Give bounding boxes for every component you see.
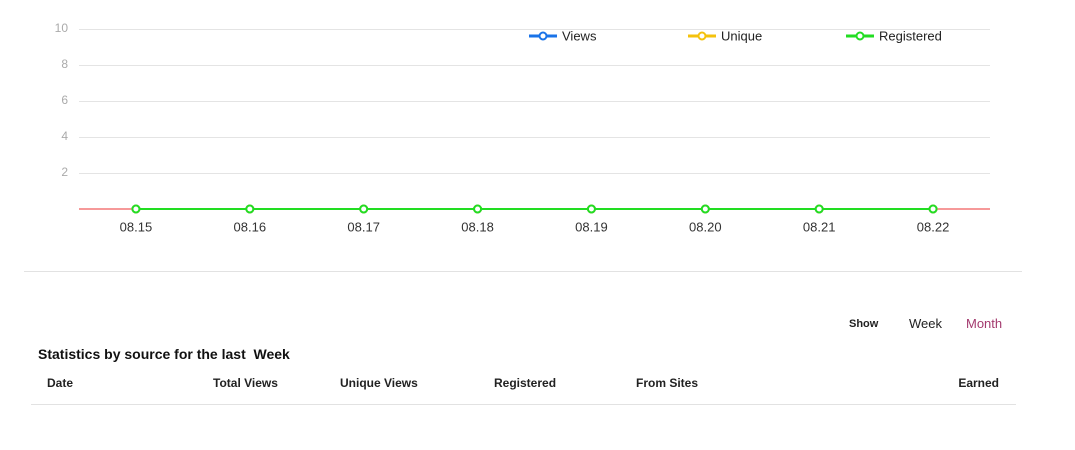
column-header: From Sites — [636, 376, 699, 390]
column-header: Total Views — [213, 376, 278, 390]
legend-label: Views — [562, 28, 597, 43]
x-tick-label: 08.22 — [917, 219, 950, 234]
point — [245, 204, 255, 214]
y-tick-label: 4 — [61, 129, 68, 143]
point — [700, 204, 710, 214]
x-tick-label: 08.18 — [461, 219, 494, 234]
legend-marker — [538, 31, 548, 41]
point — [473, 204, 483, 214]
stats-period: Week — [253, 346, 290, 362]
legend-marker — [697, 31, 707, 41]
column-header: Date — [47, 376, 74, 390]
y-tick-label: 10 — [55, 21, 69, 35]
point — [928, 204, 938, 214]
x-tick-label: 08.19 — [575, 219, 608, 234]
point — [359, 204, 369, 214]
x-tick-label: 08.16 — [234, 219, 267, 234]
column-header: Unique Views — [340, 376, 418, 390]
x-tick-label: 08.17 — [347, 219, 380, 234]
stats-title: Statistics by source for the last Week — [38, 347, 290, 361]
stats-title-text: Statistics by source for the last — [38, 346, 246, 362]
month-option[interactable]: Month — [966, 316, 1003, 331]
week-option[interactable]: Week — [909, 316, 942, 331]
x-tick-label: 08.15 — [120, 219, 153, 234]
column-header: Earned — [958, 376, 999, 390]
show-label: Show — [849, 318, 879, 330]
legend-marker — [855, 31, 865, 41]
point — [586, 204, 596, 214]
point — [131, 204, 141, 214]
point — [814, 204, 824, 214]
y-tick-label: 8 — [61, 57, 68, 71]
legend-label: Unique — [721, 28, 762, 43]
y-tick-label: 2 — [61, 165, 68, 179]
column-header: Registered — [494, 376, 557, 390]
legend-label: Registered — [879, 28, 942, 43]
x-tick-label: 08.21 — [803, 219, 836, 234]
x-tick-label: 08.20 — [689, 219, 722, 234]
y-tick-label: 6 — [61, 93, 68, 107]
